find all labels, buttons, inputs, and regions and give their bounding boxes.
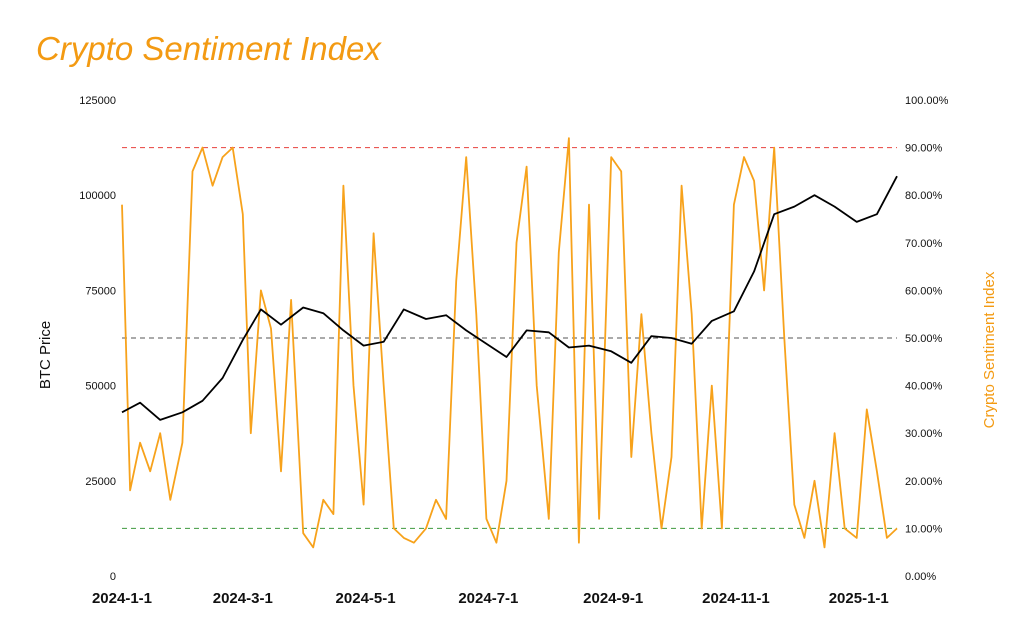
right-axis-label: Crypto Sentiment Index — [981, 271, 998, 428]
right-tick-label: 40.00% — [905, 381, 943, 393]
x-tick-label: 2024-11-1 — [702, 590, 770, 607]
left-axis: 0 25000 50000 75000 100000 125000 — [79, 95, 116, 583]
right-tick-label: 80.00% — [905, 190, 943, 202]
left-axis-label: BTC Price — [37, 321, 54, 389]
x-tick-label: 2024-7-1 — [458, 590, 518, 607]
right-tick-label: 10.00% — [905, 523, 943, 535]
x-tick-label: 2024-9-1 — [583, 590, 643, 607]
right-tick-label: 60.00% — [905, 285, 943, 297]
right-tick-label: 100.00% — [905, 95, 949, 107]
right-tick-label: 50.00% — [905, 333, 943, 345]
x-tick-label: 2025-1-1 — [829, 590, 889, 607]
right-tick-label: 0.00% — [905, 571, 936, 583]
right-tick-label: 70.00% — [905, 238, 943, 250]
right-tick-label: 20.00% — [905, 476, 943, 488]
btc-price-line — [121, 175, 898, 421]
left-tick-label: 125000 — [79, 95, 116, 107]
right-tick-label: 30.00% — [905, 428, 943, 440]
x-tick-label: 2024-3-1 — [213, 590, 273, 607]
left-tick-label: 25000 — [85, 476, 116, 488]
right-axis: 0.00% 10.00% 20.00% 30.00% 40.00% 50.00% 60.00… — [905, 95, 949, 583]
left-tick-label: 75000 — [85, 285, 116, 297]
series-lines — [121, 137, 898, 549]
left-tick-label: 0 — [110, 571, 116, 583]
x-tick-label: 2024-1-1 — [92, 590, 152, 607]
chart-title: Crypto Sentiment Index — [36, 30, 381, 67]
x-tick-label: 2024-5-1 — [336, 590, 396, 607]
sentiment-index-line — [121, 137, 898, 549]
reference-lines — [122, 147, 897, 529]
right-tick-label: 90.00% — [905, 143, 943, 155]
left-tick-label: 100000 — [79, 190, 116, 202]
x-axis: 2024-1-1 2024-3-1 2024-5-1 2024-7-1 2024-9-1… — [92, 590, 889, 607]
left-tick-label: 50000 — [85, 381, 116, 393]
